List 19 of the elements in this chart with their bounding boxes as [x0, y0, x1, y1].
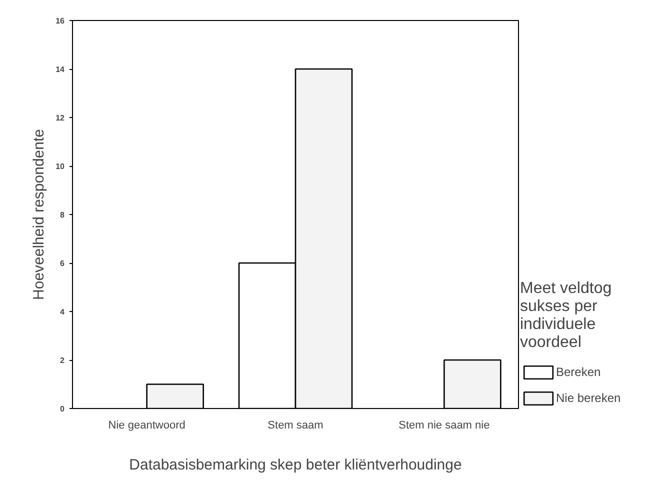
y-tick-label: 10 — [56, 162, 66, 171]
x-axis-title: Databasisbemarking skep beter kliëntverhoudinge — [129, 456, 462, 474]
y-tick-label: 8 — [60, 210, 66, 220]
x-tick-label: Nie geantwoord — [108, 420, 186, 432]
legend-label: Bereken — [556, 365, 601, 379]
y-axis-title: Hoeveelheid respondente — [30, 129, 48, 300]
y-tick-label: 0 — [60, 404, 66, 414]
legend-label: Nie bereken — [556, 391, 621, 405]
x-tick-label: Stem nie saam nie — [398, 420, 490, 432]
y-tick-label: 2 — [60, 356, 66, 365]
bar — [146, 384, 204, 408]
y-tick-label: 12 — [56, 114, 66, 122]
legend-title: Meet veldtog sukses per individuele voordeel — [520, 280, 613, 352]
y-tick-label: 6 — [60, 259, 66, 268]
bar — [444, 359, 502, 408]
y-tick-label: 14 — [56, 65, 66, 74]
y-tick-label: 4 — [60, 308, 66, 316]
y-tick-label: 16 — [56, 16, 66, 26]
x-tick-label: Stem saam — [268, 420, 324, 432]
